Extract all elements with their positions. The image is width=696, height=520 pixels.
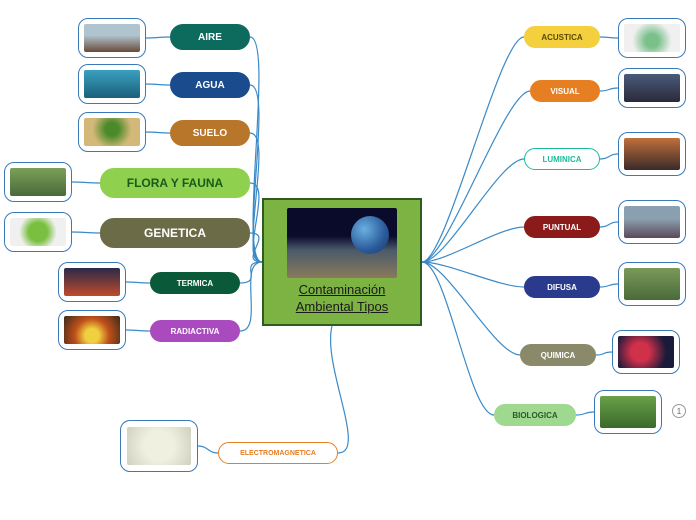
node-label: TERMICA bbox=[177, 279, 213, 288]
node-radiactiva[interactable]: RADIACTIVA bbox=[150, 320, 240, 342]
node-label: BIOLOGICA bbox=[512, 411, 557, 420]
thumb-termica bbox=[58, 262, 126, 302]
thumb-genetica bbox=[4, 212, 72, 252]
thumb-biologica bbox=[594, 390, 662, 434]
node-label: VISUAL bbox=[550, 87, 579, 96]
node-quimica[interactable]: QUIMICA bbox=[520, 344, 596, 366]
node-agua[interactable]: AGUA bbox=[170, 72, 250, 98]
node-visual[interactable]: VISUAL bbox=[530, 80, 600, 102]
node-acustica[interactable]: ACUSTICA bbox=[524, 26, 600, 48]
node-label: AGUA bbox=[195, 80, 224, 91]
thumb-aire bbox=[78, 18, 146, 58]
thumb-quimica bbox=[612, 330, 680, 374]
node-label: SUELO bbox=[193, 128, 227, 139]
node-puntual[interactable]: PUNTUAL bbox=[524, 216, 600, 238]
node-label: ELECTROMAGNETICA bbox=[240, 450, 316, 457]
central-node: Contaminación Ambiental Tipos bbox=[262, 198, 422, 326]
node-genetica[interactable]: GENETICA bbox=[100, 218, 250, 248]
node-suelo[interactable]: SUELO bbox=[170, 120, 250, 146]
node-label: RADIACTIVA bbox=[171, 327, 220, 336]
node-label: GENETICA bbox=[144, 226, 206, 240]
node-label: AIRE bbox=[198, 32, 222, 43]
node-biologica[interactable]: BIOLOGICA bbox=[494, 404, 576, 426]
thumb-luminica bbox=[618, 132, 686, 176]
central-title: Contaminación Ambiental Tipos bbox=[270, 282, 414, 316]
thumb-electromagnetica bbox=[120, 420, 198, 472]
central-image bbox=[287, 208, 397, 278]
page-badge: 1 bbox=[672, 404, 686, 418]
node-luminica[interactable]: LUMINICA bbox=[524, 148, 600, 170]
node-aire[interactable]: AIRE bbox=[170, 24, 250, 50]
node-label: QUIMICA bbox=[541, 351, 576, 360]
thumb-difusa bbox=[618, 262, 686, 306]
thumb-flora bbox=[4, 162, 72, 202]
thumb-agua bbox=[78, 64, 146, 104]
thumb-puntual bbox=[618, 200, 686, 244]
node-label: ACUSTICA bbox=[541, 33, 582, 42]
thumb-suelo bbox=[78, 112, 146, 152]
node-flora[interactable]: FLORA Y FAUNA bbox=[100, 168, 250, 198]
thumb-visual bbox=[618, 68, 686, 108]
node-difusa[interactable]: DIFUSA bbox=[524, 276, 600, 298]
node-label: FLORA Y FAUNA bbox=[127, 176, 223, 190]
node-label: PUNTUAL bbox=[543, 223, 581, 232]
node-termica[interactable]: TERMICA bbox=[150, 272, 240, 294]
node-electromagnetica[interactable]: ELECTROMAGNETICA bbox=[218, 442, 338, 464]
page-number: 1 bbox=[677, 407, 681, 416]
thumb-radiactiva bbox=[58, 310, 126, 350]
node-label: LUMINICA bbox=[542, 155, 581, 164]
thumb-acustica bbox=[618, 18, 686, 58]
node-label: DIFUSA bbox=[547, 283, 577, 292]
